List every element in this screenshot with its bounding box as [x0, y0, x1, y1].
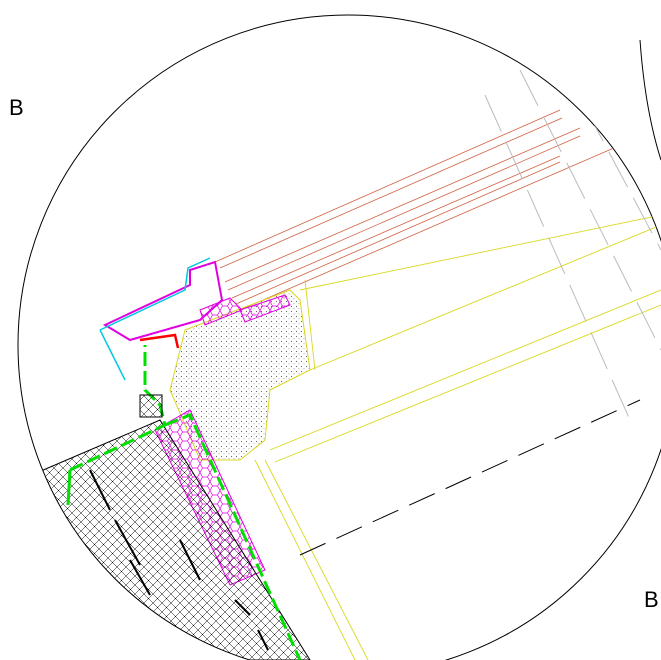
- section-label: B: [644, 587, 659, 612]
- masonry-marks: [89, 469, 269, 651]
- masonry: [19, 419, 311, 660]
- seal: [139, 333, 180, 349]
- yellow-layers: [254, 214, 661, 660]
- dashed-line: [299, 399, 641, 556]
- section: [19, 59, 661, 660]
- detail-circle-2: [639, 39, 661, 161]
- cover-profile: [99, 257, 211, 381]
- frame-profile: [102, 260, 224, 342]
- roof-layers: [214, 109, 661, 311]
- detail-circle: [17, 14, 661, 660]
- section-label: B: [9, 95, 24, 120]
- insulation-3: [239, 294, 291, 323]
- membrane-end: [66, 469, 72, 506]
- fixing: [139, 394, 163, 418]
